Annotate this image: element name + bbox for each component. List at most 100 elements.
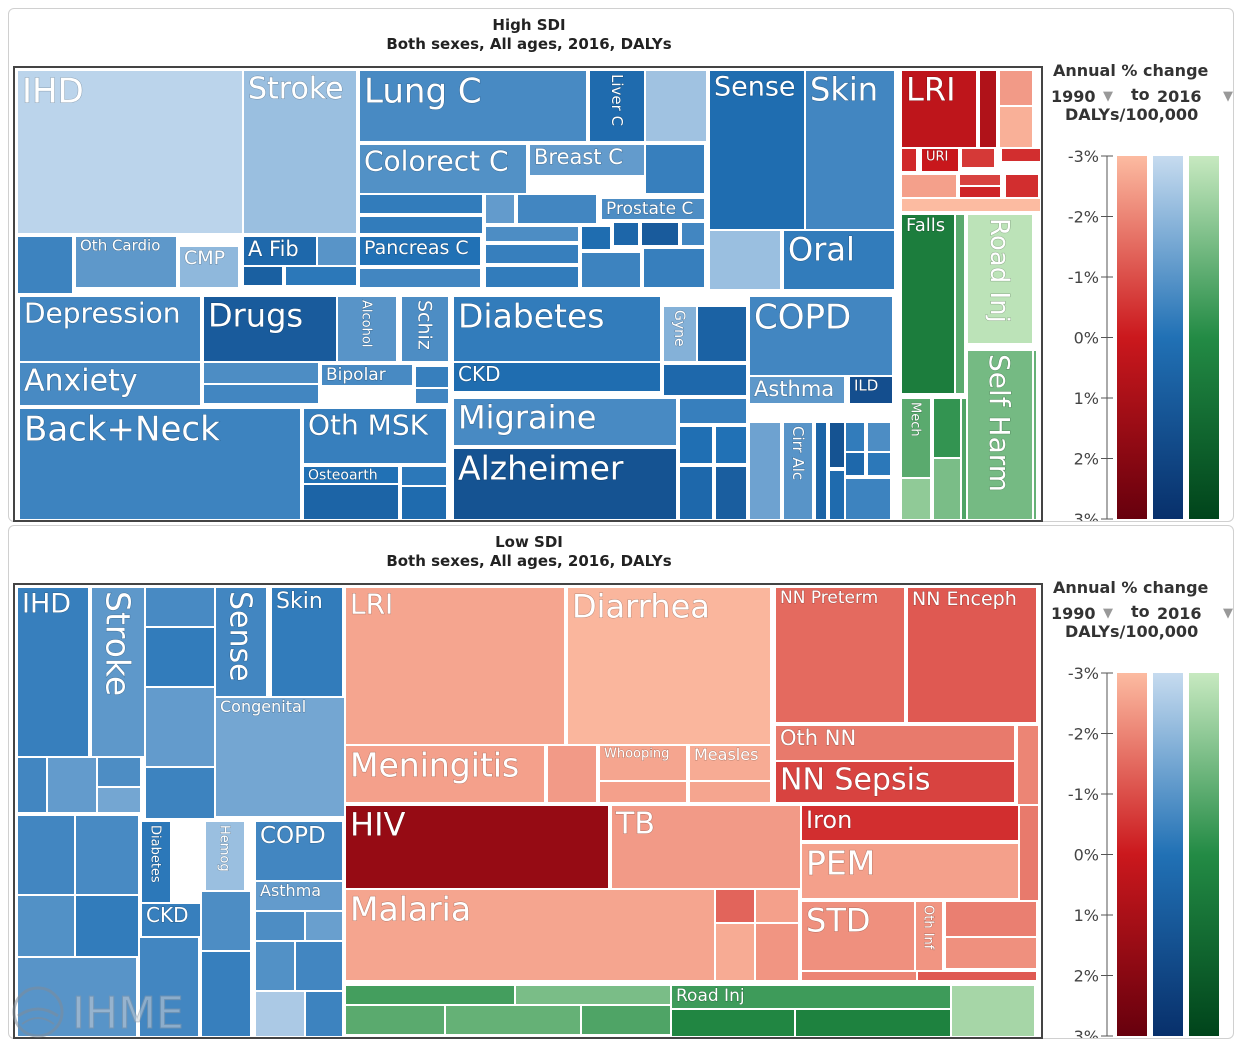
treemap-cell[interactable] bbox=[950, 984, 1036, 1037]
treemap-cell-migraine[interactable] bbox=[452, 397, 678, 447]
treemap-cell-anxiety[interactable] bbox=[18, 361, 202, 407]
treemap-cell-alcohol[interactable] bbox=[336, 295, 398, 363]
treemap-cell[interactable] bbox=[866, 421, 892, 453]
treemap-cell-oral[interactable] bbox=[782, 229, 896, 291]
treemap-cell-pancreas-c[interactable] bbox=[358, 235, 482, 267]
treemap-cell[interactable] bbox=[144, 766, 216, 820]
treemap-cell[interactable] bbox=[814, 421, 828, 520]
treemap-cell-bipolar[interactable] bbox=[320, 363, 414, 387]
treemap-cell[interactable] bbox=[748, 421, 782, 520]
treemap-cell[interactable] bbox=[844, 421, 866, 453]
treemap-cell[interactable] bbox=[254, 940, 296, 992]
treemap-cell-lri[interactable] bbox=[344, 586, 566, 746]
treemap-cell-oth-msk[interactable] bbox=[302, 407, 448, 465]
treemap-cell[interactable] bbox=[138, 936, 200, 1037]
treemap-cell[interactable] bbox=[754, 888, 800, 924]
treemap-cell-alzheimer[interactable] bbox=[452, 447, 678, 520]
treemap-cell[interactable] bbox=[900, 147, 918, 173]
treemap-cell[interactable] bbox=[866, 451, 892, 477]
treemap-cell-tb[interactable] bbox=[610, 804, 802, 890]
treemap-cell[interactable] bbox=[714, 922, 756, 982]
treemap-cell-falls[interactable] bbox=[900, 213, 956, 395]
treemap-cell-nn-preterm[interactable] bbox=[774, 586, 906, 724]
treemap-cell-hiv[interactable] bbox=[344, 804, 610, 890]
treemap-cell-oth-cardio[interactable] bbox=[74, 235, 178, 289]
treemap-cell-sense[interactable] bbox=[708, 69, 806, 231]
treemap-cell-pem[interactable] bbox=[800, 842, 1020, 900]
treemap-cell[interactable] bbox=[16, 894, 76, 958]
treemap-cell[interactable] bbox=[680, 221, 706, 247]
treemap-cell[interactable] bbox=[696, 305, 748, 363]
treemap-cell-lung-c[interactable] bbox=[358, 69, 588, 143]
treemap-cell-cirr-alc[interactable] bbox=[782, 421, 814, 520]
treemap-cell-nn-sepsis[interactable] bbox=[774, 760, 1016, 804]
treemap-cell-stroke[interactable] bbox=[242, 69, 358, 235]
treemap-cell[interactable] bbox=[484, 243, 580, 265]
treemap-cell-ckd[interactable] bbox=[452, 361, 662, 393]
treemap-cell[interactable] bbox=[932, 397, 962, 459]
treemap-cell-asthma[interactable] bbox=[748, 375, 846, 405]
treemap-cell[interactable] bbox=[546, 744, 598, 804]
treemap-cell-ckd[interactable] bbox=[140, 902, 202, 938]
treemap-cell-stroke[interactable] bbox=[90, 586, 146, 758]
treemap-cell[interactable] bbox=[714, 425, 748, 465]
treemap-cell[interactable] bbox=[998, 105, 1034, 149]
treemap-cell-uri[interactable] bbox=[920, 147, 960, 173]
treemap-cell[interactable] bbox=[662, 363, 748, 397]
treemap-cell[interactable] bbox=[794, 1008, 952, 1037]
treemap-cell-ihd[interactable] bbox=[16, 586, 90, 758]
treemap-cell[interactable] bbox=[302, 483, 400, 520]
treemap-cell[interactable] bbox=[144, 586, 216, 628]
treemap-cell[interactable] bbox=[1016, 804, 1040, 906]
treemap-cell-congenital[interactable] bbox=[214, 696, 346, 818]
treemap-cell[interactable] bbox=[358, 267, 482, 289]
treemap-cell[interactable] bbox=[414, 365, 450, 389]
treemap-cell[interactable] bbox=[514, 984, 672, 1006]
treemap-cell-gyne[interactable] bbox=[662, 305, 698, 363]
treemap-cell[interactable] bbox=[284, 265, 358, 287]
treemap-cell-hemog[interactable] bbox=[204, 820, 246, 892]
from-dropdown-icon[interactable]: ▼ bbox=[1103, 89, 1113, 104]
treemap-cell-mech[interactable] bbox=[900, 397, 932, 479]
treemap-cell-diarrhea[interactable] bbox=[566, 586, 772, 746]
treemap-cell[interactable] bbox=[16, 235, 74, 295]
treemap-cell[interactable] bbox=[598, 780, 688, 804]
treemap-cell[interactable] bbox=[16, 956, 138, 1037]
treemap-cell-prostate-c[interactable] bbox=[600, 197, 706, 221]
treemap-cell[interactable] bbox=[580, 251, 642, 289]
treemap-cell[interactable] bbox=[670, 1008, 796, 1037]
treemap-cell[interactable] bbox=[16, 756, 48, 814]
treemap-cell[interactable] bbox=[612, 221, 640, 247]
treemap-cell-asthma[interactable] bbox=[254, 880, 344, 912]
treemap-cell[interactable] bbox=[844, 477, 892, 520]
treemap-cell[interactable] bbox=[932, 457, 962, 520]
from-dropdown-icon[interactable]: ▼ bbox=[1103, 606, 1113, 621]
treemap-cell[interactable] bbox=[958, 173, 1002, 187]
treemap-cell[interactable] bbox=[516, 193, 598, 225]
treemap-cell-self-harm[interactable] bbox=[966, 349, 1034, 520]
treemap-cell-copd[interactable] bbox=[254, 820, 344, 882]
treemap-cell[interactable] bbox=[74, 814, 140, 896]
treemap-cell[interactable] bbox=[484, 265, 580, 289]
to-dropdown-icon[interactable]: ▼ bbox=[1223, 89, 1233, 104]
treemap-cell-ild[interactable] bbox=[848, 375, 894, 405]
treemap-cell[interactable] bbox=[344, 1004, 446, 1036]
treemap-cell-meningitis[interactable] bbox=[344, 744, 546, 804]
treemap-cell[interactable] bbox=[46, 756, 98, 814]
treemap-cell[interactable] bbox=[254, 910, 306, 942]
treemap-cell[interactable] bbox=[144, 626, 216, 688]
treemap-cell-road-inj[interactable] bbox=[966, 213, 1034, 345]
treemap-cell[interactable] bbox=[304, 990, 344, 1037]
treemap-cell-std[interactable] bbox=[800, 900, 918, 972]
treemap-cell[interactable] bbox=[978, 69, 998, 149]
treemap-cell[interactable] bbox=[642, 247, 706, 289]
treemap-cell[interactable] bbox=[900, 197, 1041, 213]
treemap-cell[interactable] bbox=[400, 465, 448, 487]
treemap-cell[interactable] bbox=[344, 984, 516, 1006]
treemap-cell-oth-nn[interactable] bbox=[774, 724, 1016, 762]
treemap-cell-skin[interactable] bbox=[804, 69, 896, 231]
treemap-cell-skin[interactable] bbox=[270, 586, 344, 698]
treemap-cell[interactable] bbox=[144, 686, 216, 768]
treemap-cell[interactable] bbox=[644, 69, 708, 143]
treemap-cell-diabetes[interactable] bbox=[452, 295, 662, 363]
